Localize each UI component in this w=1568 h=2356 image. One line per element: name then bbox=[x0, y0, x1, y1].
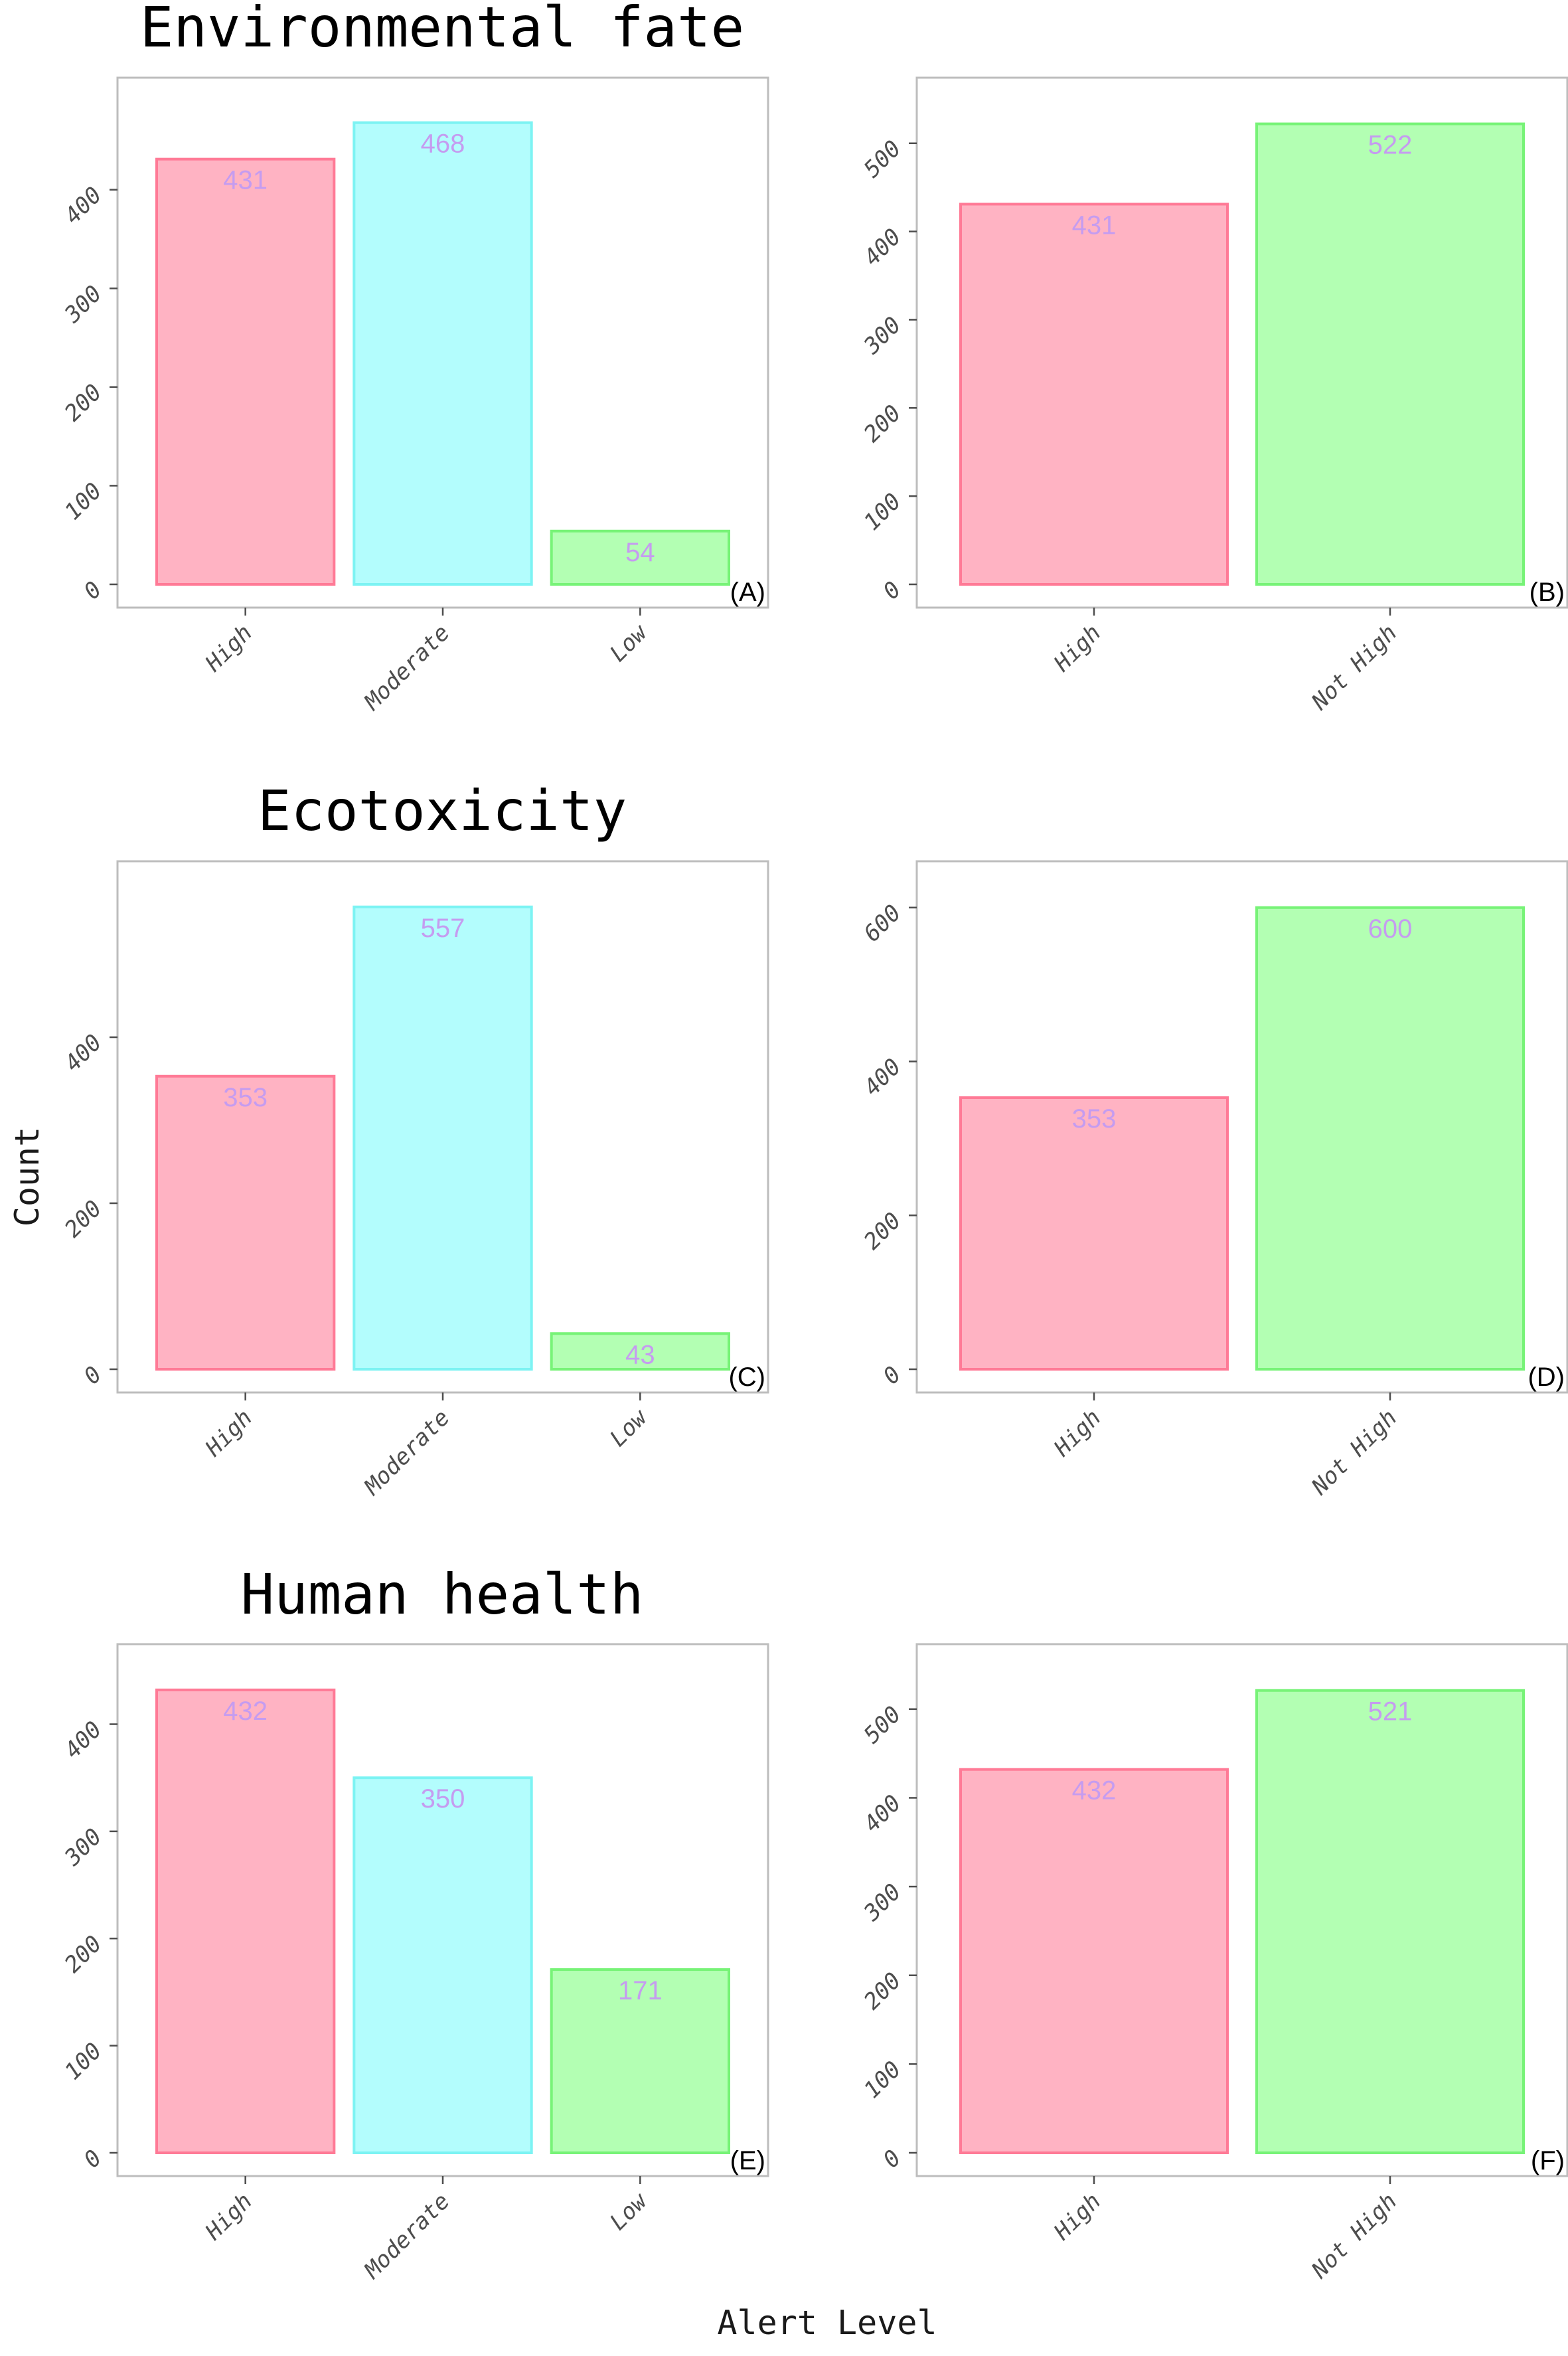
data-label-not-high: 600 bbox=[1368, 914, 1413, 944]
x-tick-label-low: Low bbox=[605, 619, 653, 667]
panel-frame bbox=[915, 76, 1568, 609]
y-tick-label: 200 bbox=[60, 1930, 108, 1978]
chart-title: Ecotoxicity bbox=[258, 778, 627, 843]
bar-low bbox=[550, 1332, 731, 1371]
y-tick-label: 400 bbox=[859, 1790, 907, 1838]
data-label-high: 353 bbox=[223, 1083, 268, 1112]
y-tick-label: 400 bbox=[859, 224, 907, 272]
data-label-high: 431 bbox=[223, 166, 268, 195]
y-tick-label: 100 bbox=[859, 488, 907, 536]
bar-not-high bbox=[1255, 122, 1525, 586]
data-label-high: 432 bbox=[223, 1697, 268, 1726]
x-tick-label-high: High bbox=[200, 2188, 258, 2246]
x-tick-label-moderate: Moderate bbox=[359, 2188, 455, 2284]
chart-panel-e: Human health 0 100 200 300 400 432 High 350 Moder… bbox=[59, 1562, 769, 2284]
panel-frame bbox=[915, 860, 1568, 1394]
x-tick-label-low: Low bbox=[605, 2187, 653, 2236]
data-label-low: 43 bbox=[625, 1340, 655, 1369]
y-tick-label: 500 bbox=[859, 135, 907, 183]
y-tick-label: 500 bbox=[859, 1701, 907, 1749]
bar-high bbox=[959, 1096, 1229, 1371]
x-tick-label-moderate: Moderate bbox=[359, 1404, 455, 1501]
y-tick-label: 200 bbox=[859, 1968, 907, 2015]
data-label-high: 432 bbox=[1072, 1776, 1117, 1806]
y-tick-label: 600 bbox=[859, 900, 907, 948]
bar-low bbox=[550, 529, 731, 586]
y-tick-label: 0 bbox=[878, 576, 907, 605]
y-tick-label: 200 bbox=[60, 1195, 108, 1243]
y-tick-label: 300 bbox=[59, 280, 107, 328]
y-axis-title: Count bbox=[8, 1127, 46, 1227]
panel-tag: (C) bbox=[728, 1363, 765, 1392]
bar-moderate bbox=[353, 1776, 533, 2154]
chart-title: Environmental fate bbox=[140, 0, 744, 60]
x-tick-label-high: High bbox=[1048, 1404, 1106, 1462]
panel-tag: (F) bbox=[1531, 2146, 1565, 2175]
y-tick-label: 300 bbox=[59, 1823, 107, 1871]
bar-not-high bbox=[1255, 1689, 1525, 2154]
data-label-low: 171 bbox=[618, 1976, 663, 2005]
y-tick-label: 200 bbox=[859, 1207, 907, 1255]
y-tick-label: 100 bbox=[60, 2038, 108, 2086]
bar-high bbox=[155, 157, 336, 586]
y-tick-label: 400 bbox=[60, 1029, 108, 1077]
y-tick-label: 100 bbox=[60, 478, 108, 526]
data-label-moderate: 468 bbox=[421, 129, 465, 159]
bar-low bbox=[550, 1968, 731, 2154]
chart-panel-c: Ecotoxicity 0 200 400 353 High 557 Moderate 43 Lo… bbox=[60, 778, 769, 1501]
y-tick-label: 0 bbox=[79, 1361, 108, 1390]
chart-panel-f: 0 100 200 300 400 500 432 High 521 Not High (F) bbox=[858, 1643, 1568, 2284]
panel-tag: (A) bbox=[730, 578, 765, 607]
x-tick-label-high: High bbox=[200, 620, 258, 677]
data-label-moderate: 557 bbox=[421, 914, 465, 943]
bar-moderate bbox=[353, 121, 533, 586]
y-tick-label: 300 bbox=[858, 312, 906, 360]
y-tick-label: 100 bbox=[859, 2056, 907, 2104]
x-tick-label-high: High bbox=[1048, 620, 1106, 677]
data-label-high: 353 bbox=[1072, 1104, 1117, 1134]
y-tick-label: 200 bbox=[859, 400, 907, 448]
data-label-moderate: 350 bbox=[421, 1784, 465, 1813]
y-tick-label: 0 bbox=[79, 2145, 108, 2173]
bar-moderate bbox=[353, 905, 533, 1371]
chart-title: Human health bbox=[241, 1562, 644, 1627]
panel-tag: (E) bbox=[730, 2146, 765, 2175]
y-tick-label: 0 bbox=[878, 2145, 907, 2173]
y-tick-label: 0 bbox=[878, 1361, 907, 1390]
panel-frame bbox=[915, 1643, 1568, 2177]
bar-high bbox=[155, 1688, 336, 2155]
x-tick-label-high: High bbox=[1048, 2188, 1106, 2246]
x-tick-label-not-high: Not High bbox=[1306, 620, 1403, 716]
x-tick-label-not-high: Not High bbox=[1306, 1404, 1403, 1501]
y-tick-label: 400 bbox=[859, 1054, 907, 1102]
bar-high bbox=[959, 203, 1229, 586]
bar-high bbox=[155, 1074, 336, 1371]
x-tick-label-low: Low bbox=[605, 1404, 653, 1452]
bar-high bbox=[959, 1768, 1229, 2155]
chart-panel-d: 0 200 400 600 353 High 600 Not High (D) bbox=[859, 860, 1568, 1501]
y-tick-label: 0 bbox=[79, 576, 108, 605]
y-tick-label: 400 bbox=[60, 182, 108, 230]
chart-panel-a: Environmental fate 0 100 200 300 400 431 High 46… bbox=[59, 0, 769, 716]
x-tick-label-moderate: Moderate bbox=[359, 620, 455, 716]
panel-tag: (D) bbox=[1528, 1363, 1565, 1392]
x-axis-title: Alert Level bbox=[717, 2304, 937, 2342]
data-label-not-high: 521 bbox=[1368, 1697, 1413, 1726]
chart-panel-b: 0 100 200 300 400 500 431 High 522 Not High (B) bbox=[858, 76, 1568, 716]
x-tick-label-not-high: Not High bbox=[1306, 2188, 1403, 2284]
y-tick-label: 400 bbox=[60, 1717, 108, 1764]
panel-tag: (B) bbox=[1529, 578, 1565, 607]
data-label-high: 431 bbox=[1072, 210, 1117, 240]
bar-not-high bbox=[1255, 906, 1525, 1371]
data-label-low: 54 bbox=[625, 538, 655, 567]
y-tick-label: 200 bbox=[60, 379, 108, 427]
y-tick-label: 300 bbox=[858, 1879, 906, 1926]
x-tick-label-high: High bbox=[200, 1404, 258, 1462]
data-label-not-high: 522 bbox=[1368, 131, 1413, 160]
